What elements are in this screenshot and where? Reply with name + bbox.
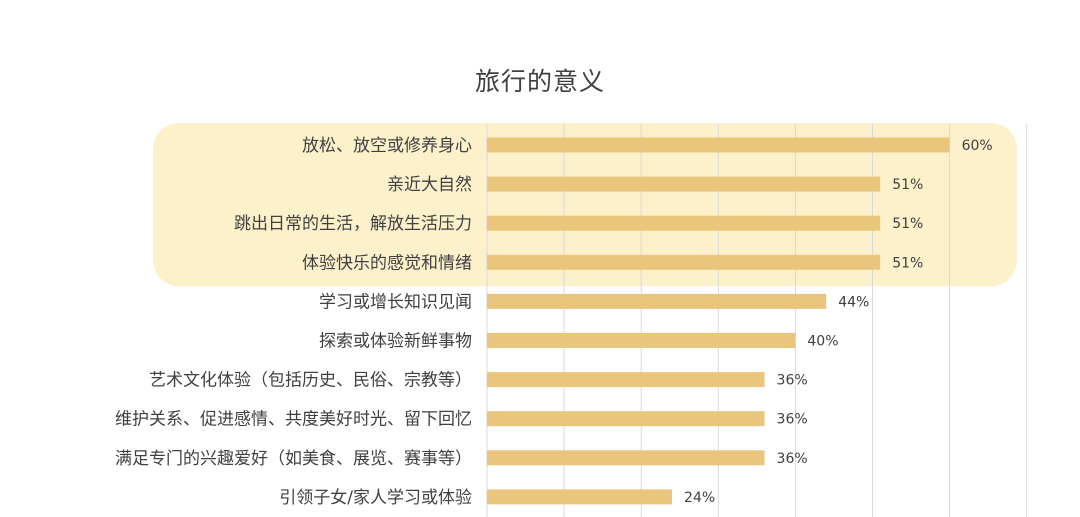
value-label: 44% xyxy=(838,294,869,310)
bar xyxy=(487,411,765,427)
bar xyxy=(487,489,673,505)
bar xyxy=(487,333,796,348)
category-label: 引领子女/家人学习或体验 xyxy=(279,488,472,508)
highlight-box xyxy=(153,123,1017,287)
bar xyxy=(487,137,950,153)
value-labels: 60% 51% 51% 51% 44% 40% 36% 36% 36% 24% xyxy=(684,138,993,506)
value-label: 40% xyxy=(807,334,838,350)
value-label: 36% xyxy=(777,451,808,467)
value-label: 36% xyxy=(777,373,808,389)
category-label: 探索或体验新鲜事物 xyxy=(319,332,472,352)
bars xyxy=(487,137,950,505)
category-label: 艺术文化体验（包括历史、民俗、宗教等） xyxy=(149,371,472,391)
category-labels: 放松、放空或修养身心亲近大自然跳出日常的生活，解放生活压力体验快乐的感觉和情绪学… xyxy=(115,136,472,508)
category-label: 学习或增长知识见闻 xyxy=(319,292,472,312)
category-label: 跳出日常的生活，解放生活压力 xyxy=(234,214,472,234)
value-label: 24% xyxy=(684,490,715,506)
value-label: 36% xyxy=(777,412,808,428)
value-label: 60% xyxy=(962,138,993,154)
bar xyxy=(487,176,881,192)
category-label: 亲近大自然 xyxy=(387,175,472,195)
value-label: 51% xyxy=(892,255,923,271)
chart-title: 旅行的意义 xyxy=(474,67,605,96)
category-label: 体验快乐的感觉和情绪 xyxy=(302,253,472,273)
bar xyxy=(487,372,765,388)
value-label: 51% xyxy=(892,216,923,232)
bar xyxy=(487,254,881,270)
value-label: 51% xyxy=(892,177,923,193)
category-label: 放松、放空或修养身心 xyxy=(302,136,472,156)
category-label: 维护关系、促进感情、共度美好时光、留下回忆 xyxy=(115,410,472,430)
category-label: 满足专门的兴趣爱好（如美食、展览、赛事等） xyxy=(115,448,472,469)
bar xyxy=(487,215,881,231)
bar xyxy=(487,293,827,309)
bar xyxy=(487,450,765,466)
